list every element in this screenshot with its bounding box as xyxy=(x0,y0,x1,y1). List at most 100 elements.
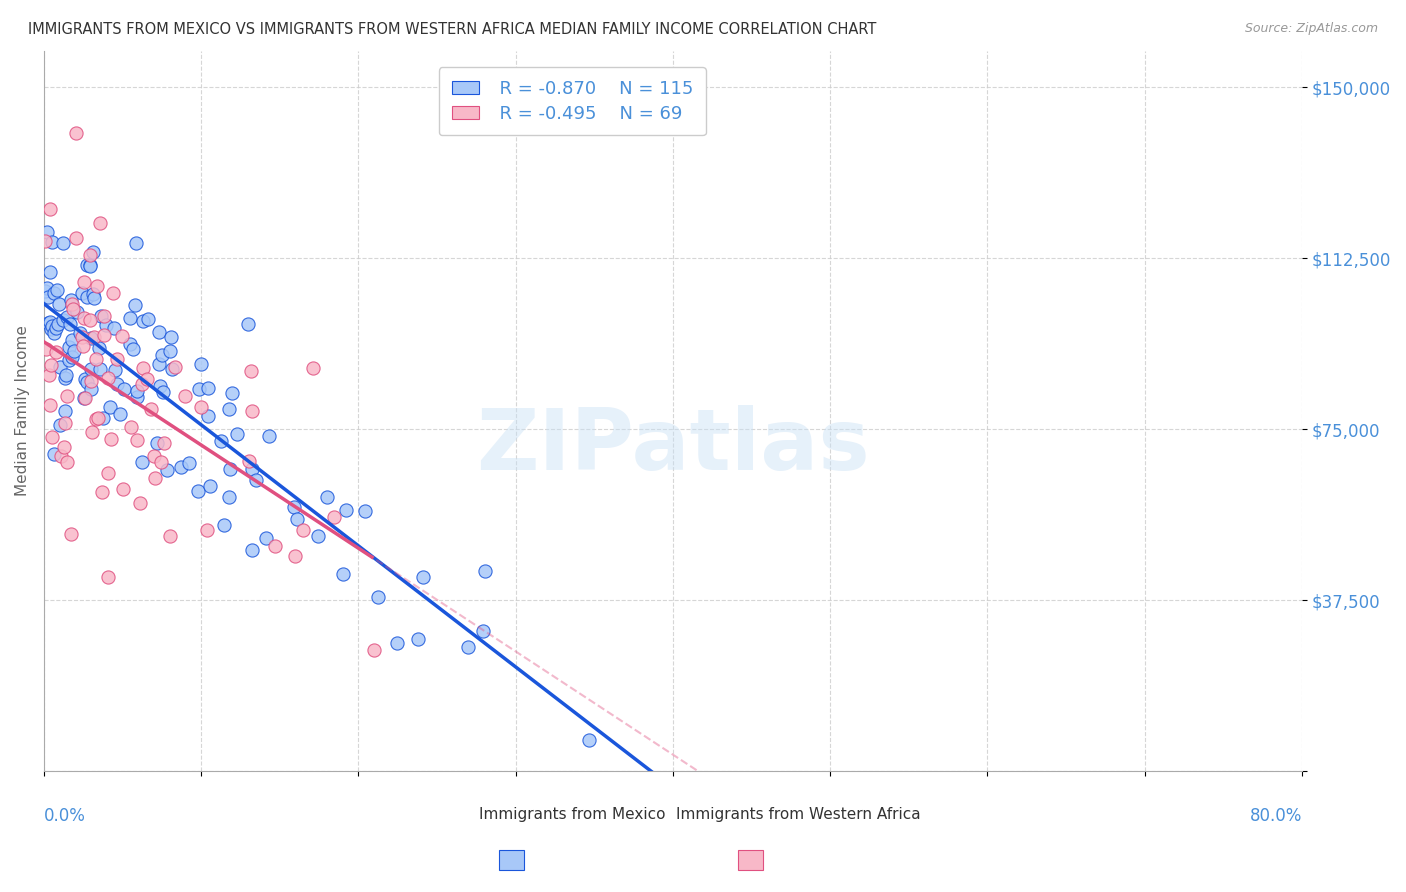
Point xyxy=(110,407,132,421)
Point xyxy=(187,484,209,499)
Point xyxy=(187,382,209,396)
Text: ZIPatlas: ZIPatlas xyxy=(477,406,870,489)
Point xyxy=(41,322,63,336)
Point xyxy=(284,549,307,563)
Point xyxy=(195,523,218,537)
Text: Immigrants from Mexico: Immigrants from Mexico xyxy=(479,807,665,822)
Point xyxy=(218,401,240,416)
Point xyxy=(173,389,195,403)
Point xyxy=(53,404,76,418)
Point xyxy=(353,504,375,518)
Point xyxy=(58,352,80,367)
Point xyxy=(132,314,155,328)
Point xyxy=(52,313,75,327)
Point xyxy=(52,440,75,454)
Point xyxy=(89,342,111,356)
Point xyxy=(37,317,59,331)
Point xyxy=(307,529,329,543)
Point xyxy=(264,540,287,554)
Point xyxy=(62,301,84,316)
Point xyxy=(125,433,148,447)
Point xyxy=(100,432,122,446)
Point xyxy=(76,375,98,389)
Point xyxy=(101,285,124,300)
Point xyxy=(240,543,263,558)
Point xyxy=(87,410,110,425)
Point xyxy=(98,400,121,414)
Point xyxy=(285,512,308,526)
Point xyxy=(35,342,58,356)
Point xyxy=(120,420,142,434)
Point xyxy=(128,496,150,510)
Point xyxy=(152,384,174,399)
Point xyxy=(406,632,429,646)
Point xyxy=(127,384,149,399)
Point xyxy=(38,399,60,413)
Point xyxy=(221,385,243,400)
Point xyxy=(159,343,181,358)
Point xyxy=(190,400,212,414)
Point xyxy=(65,305,87,319)
Point xyxy=(240,462,263,476)
Point xyxy=(89,216,111,230)
Point xyxy=(254,531,277,545)
Point xyxy=(52,236,75,251)
Point xyxy=(34,284,56,298)
Point xyxy=(385,636,408,650)
Point xyxy=(474,564,496,578)
Point xyxy=(93,309,115,323)
Point xyxy=(56,455,79,469)
Point xyxy=(70,285,93,300)
Point xyxy=(112,482,135,496)
Point xyxy=(107,351,129,366)
Point xyxy=(91,410,114,425)
Point xyxy=(83,291,105,305)
Point xyxy=(153,435,176,450)
Point xyxy=(131,377,153,392)
Point xyxy=(55,389,77,403)
Point xyxy=(90,309,112,323)
Point xyxy=(219,462,242,476)
Text: 80.0%: 80.0% xyxy=(1250,807,1302,825)
Point xyxy=(75,372,97,386)
Point xyxy=(56,310,79,324)
Point xyxy=(103,320,125,334)
Point xyxy=(139,402,162,417)
Point xyxy=(169,460,191,475)
Point xyxy=(84,351,107,366)
Point xyxy=(53,371,76,385)
Point xyxy=(38,368,60,382)
Point xyxy=(41,430,63,444)
Text: Immigrants from Western Africa: Immigrants from Western Africa xyxy=(676,807,921,822)
Point xyxy=(105,377,128,392)
Point xyxy=(97,570,120,584)
Point xyxy=(177,456,200,470)
Point xyxy=(150,347,173,361)
Point xyxy=(73,391,96,405)
Point xyxy=(80,362,103,376)
Point xyxy=(148,379,170,393)
Text: IMMIGRANTS FROM MEXICO VS IMMIGRANTS FROM WESTERN AFRICA MEDIAN FAMILY INCOME CO: IMMIGRANTS FROM MEXICO VS IMMIGRANTS FRO… xyxy=(28,22,876,37)
Point xyxy=(226,426,249,441)
Point xyxy=(89,362,111,376)
Point xyxy=(118,310,141,325)
Point xyxy=(60,293,83,307)
Point xyxy=(82,245,104,260)
Point xyxy=(283,500,305,514)
Point xyxy=(198,479,221,493)
Y-axis label: Median Family Income: Median Family Income xyxy=(15,326,30,496)
Point xyxy=(257,428,280,442)
Point xyxy=(60,297,83,311)
Point xyxy=(79,313,101,327)
Point xyxy=(322,510,344,524)
Point xyxy=(34,235,56,249)
Point xyxy=(60,333,83,347)
Point xyxy=(83,330,105,344)
Point xyxy=(63,343,86,358)
Point xyxy=(94,318,117,333)
Point xyxy=(245,473,267,487)
Point xyxy=(240,364,263,378)
Point xyxy=(45,321,67,335)
Point xyxy=(412,570,434,584)
Point xyxy=(93,327,115,342)
